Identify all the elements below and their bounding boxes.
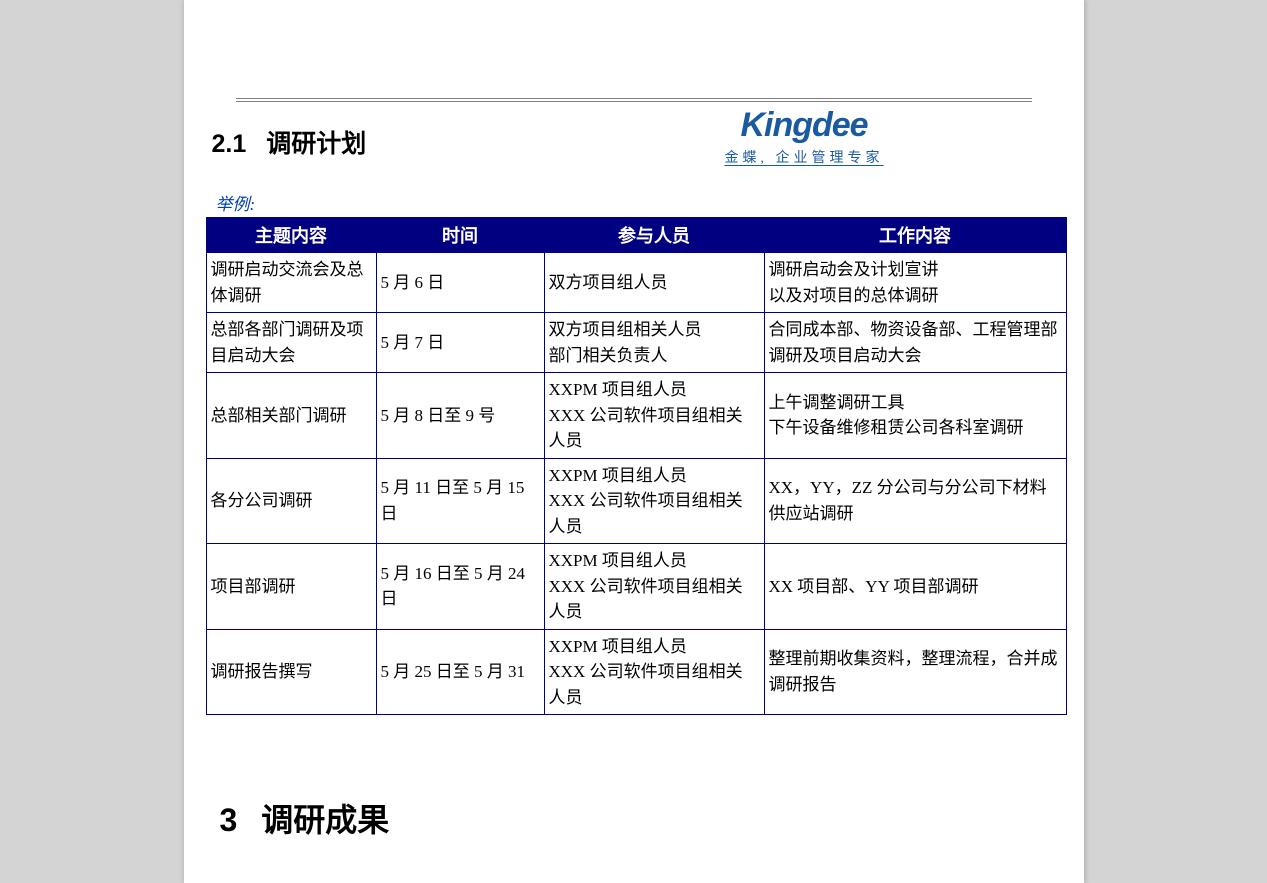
cell-people: XXPM 项目组人员XXX 公司软件项目组相关人员 (544, 544, 764, 630)
cell-work: XX 项目部、YY 项目部调研 (764, 544, 1066, 630)
table-row: 各分公司调研5 月 11 日至 5 月 15 日XXPM 项目组人员XXX 公司… (206, 458, 1066, 544)
col-header-topic: 主题内容 (206, 218, 376, 253)
cell-topic: 总部各部门调研及项目启动大会 (206, 313, 376, 373)
cell-time: 5 月 11 日至 5 月 15 日 (376, 458, 544, 544)
viewport: Kingdee 金蝶, 企业管理专家 2.1 调研计划 举例: 主题内容 时间 参… (0, 0, 1267, 883)
cell-work: 调研启动会及计划宣讲以及对项目的总体调研 (764, 253, 1066, 313)
cell-time: 5 月 7 日 (376, 313, 544, 373)
cell-work: 合同成本部、物资设备部、工程管理部调研及项目启动大会 (764, 313, 1066, 373)
table-row: 总部各部门调研及项目启动大会5 月 7 日双方项目组相关人员部门相关负责人合同成… (206, 313, 1066, 373)
logo-block: Kingdee 金蝶, 企业管理专家 (725, 106, 884, 167)
cell-topic: 总部相关部门调研 (206, 373, 376, 459)
cell-time: 5 月 25 日至 5 月 31 (376, 629, 544, 715)
section-number: 2.1 (212, 130, 247, 158)
table-row: 调研报告撰写5 月 25 日至 5 月 31XXPM 项目组人员XXX 公司软件… (206, 629, 1066, 715)
cell-topic: 各分公司调研 (206, 458, 376, 544)
chapter-heading-3: 3 调研成果 (220, 795, 1062, 841)
cell-topic: 项目部调研 (206, 544, 376, 630)
document-page: Kingdee 金蝶, 企业管理专家 2.1 调研计划 举例: 主题内容 时间 参… (184, 0, 1084, 883)
chapter-title: 调研成果 (261, 802, 389, 838)
cell-people: XXPM 项目组人员XXX 公司软件项目组相关人员 (544, 629, 764, 715)
cell-time: 5 月 16 日至 5 月 24 日 (376, 544, 544, 630)
cell-topic: 调研启动交流会及总体调研 (206, 253, 376, 313)
cell-work: 上午调整调研工具下午设备维修租赁公司各科室调研 (764, 373, 1066, 459)
col-header-people: 参与人员 (544, 218, 764, 253)
research-plan-table: 主题内容 时间 参与人员 工作内容 调研启动交流会及总体调研5 月 6 日双方项… (206, 217, 1067, 715)
logo-subtitle: 金蝶, 企业管理专家 (725, 147, 884, 167)
header-divider (236, 98, 1032, 102)
cell-time: 5 月 8 日至 9 号 (376, 373, 544, 459)
table-row: 调研启动交流会及总体调研5 月 6 日双方项目组人员调研启动会及计划宣讲以及对项… (206, 253, 1066, 313)
example-label: 举例: (216, 190, 1062, 215)
cell-time: 5 月 6 日 (376, 253, 544, 313)
logo-brand: Kingdee (725, 106, 884, 145)
table-header-row: 主题内容 时间 参与人员 工作内容 (206, 218, 1066, 253)
section-heading-2-1: 2.1 调研计划 (212, 124, 1062, 160)
page-content: 2.1 调研计划 举例: 主题内容 时间 参与人员 工作内容 调研启动交流会及总体… (184, 102, 1084, 841)
table-row: 项目部调研5 月 16 日至 5 月 24 日XXPM 项目组人员XXX 公司软… (206, 544, 1066, 630)
cell-people: 双方项目组人员 (544, 253, 764, 313)
cell-work: XX，YY，ZZ 分公司与分公司下材料供应站调研 (764, 458, 1066, 544)
table-row: 总部相关部门调研5 月 8 日至 9 号XXPM 项目组人员XXX 公司软件项目… (206, 373, 1066, 459)
cell-people: XXPM 项目组人员XXX 公司软件项目组相关人员 (544, 458, 764, 544)
chapter-number: 3 (220, 802, 238, 838)
col-header-work: 工作内容 (764, 218, 1066, 253)
cell-work: 整理前期收集资料，整理流程，合并成调研报告 (764, 629, 1066, 715)
page-header: Kingdee 金蝶, 企业管理专家 (184, 98, 1084, 102)
cell-topic: 调研报告撰写 (206, 629, 376, 715)
cell-people: 双方项目组相关人员部门相关负责人 (544, 313, 764, 373)
cell-people: XXPM 项目组人员XXX 公司软件项目组相关人员 (544, 373, 764, 459)
section-title: 调研计划 (266, 130, 366, 158)
col-header-time: 时间 (376, 218, 544, 253)
